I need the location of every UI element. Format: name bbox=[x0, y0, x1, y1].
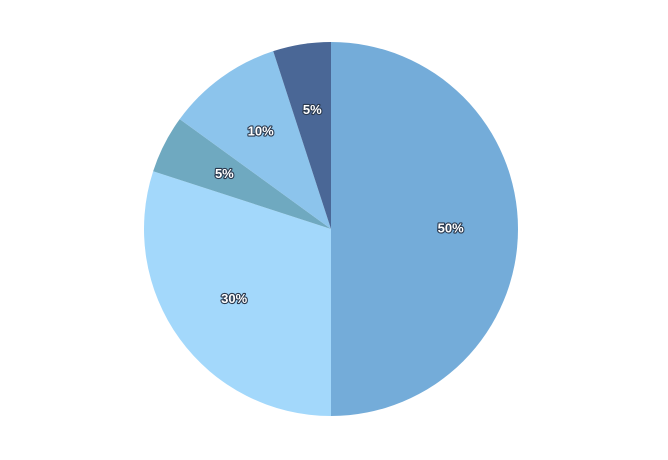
pie-slice bbox=[144, 171, 331, 416]
pie-slice bbox=[179, 51, 331, 229]
pie-slice bbox=[273, 42, 331, 229]
data-label: 50% bbox=[438, 220, 464, 235]
data-label: 5% bbox=[303, 102, 322, 117]
data-label: 30% bbox=[221, 291, 247, 306]
pie-slice bbox=[331, 42, 518, 416]
data-label: 10% bbox=[248, 124, 274, 139]
data-label: 5% bbox=[215, 166, 234, 181]
pie-slice bbox=[153, 119, 331, 229]
